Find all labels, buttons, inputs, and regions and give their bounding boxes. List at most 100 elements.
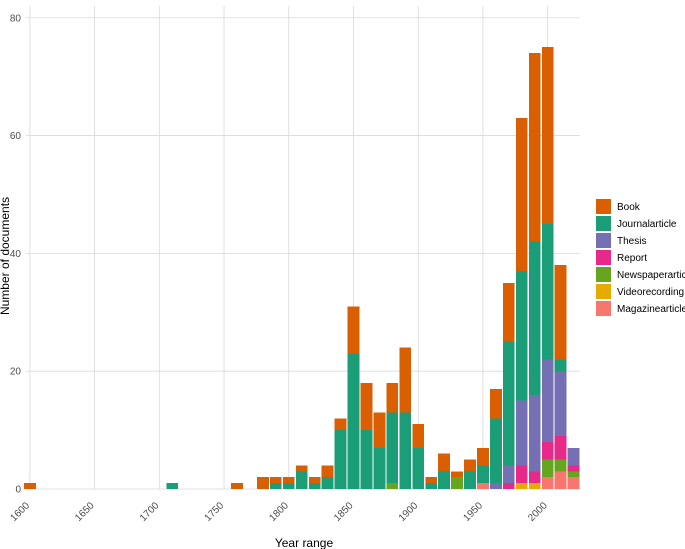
bar-segment-book [528,53,541,242]
axis-layer: 1600 1650 1700 1750 1800 1850 1900 1950 2000 0 20 4… [8,13,550,524]
bar-segment-book [399,347,412,413]
bar-segment-magazinearticle [541,477,554,489]
legend-swatch-journalarticle [596,216,611,231]
bar-segment-book [541,47,554,224]
bar-segment-journalarticle [295,471,308,489]
bar-segment-newspaperarticle [386,483,399,489]
x-tick-label: 1650 [73,500,97,524]
grid-layer [26,6,580,490]
bar-segment-journalarticle [386,412,399,484]
bar-segment-newspaperarticle [567,471,580,478]
bar-segment-newspaperarticle [554,459,567,472]
legend-label: Thesis [617,236,646,247]
bar-segment-book [477,447,489,466]
bar-segment-thesis [489,483,502,489]
x-tick-label: 1600 [8,500,32,524]
bar-segment-book [412,424,425,448]
bar-segment-report [502,483,515,489]
x-tick-label: 1750 [203,500,227,524]
bar-segment-journalarticle [541,223,554,360]
y-tick-label: 60 [10,131,22,142]
bar-segment-magazinearticle [554,471,567,489]
bar-segment-thesis [554,371,567,436]
bar-segment-newspaperarticle [451,477,463,489]
bar-segment-book [438,453,450,472]
bar-segment-journalarticle [334,430,347,489]
y-tick-label: 0 [15,485,21,496]
bar-segment-book [282,477,295,484]
bar-segment-book [425,477,438,484]
x-tick-label: 1800 [267,500,291,524]
x-tick-label: 1900 [397,500,421,524]
bar-segment-magazinearticle [477,483,489,489]
x-tick-label: 1700 [138,500,162,524]
bar-segment-journalarticle [308,483,321,489]
legend-swatch-newspaperarticle [596,267,611,282]
bar-segment-book [464,459,476,472]
bar-segment-thesis [502,465,515,484]
bar-segment-book [554,265,567,360]
bar-segment-report [541,441,554,460]
bar-segment-thesis [541,359,554,442]
legend-label: Report [617,253,647,264]
bar-segment-report [567,465,580,472]
y-tick-label: 80 [10,13,22,24]
legend-swatch-thesis [596,233,611,248]
legend-swatch-book [596,199,611,214]
y-tick-label: 40 [10,249,22,260]
bar-segment-journalarticle [282,483,295,489]
bar-segment-book [308,477,321,484]
bar-segment-book [386,382,399,413]
bar-segment-book [502,282,515,342]
legend-label: Journalarticle [617,219,677,230]
bar-segment-book [515,117,528,272]
bar-segment-book [360,382,373,431]
bar-segment-thesis [567,447,580,466]
x-tick-label: 1850 [332,500,356,524]
legend: Book Journalarticle Thesis Report Newspapera… [596,199,685,316]
bar-segment-book [23,483,36,489]
bar-segment-book [334,418,347,431]
bar-segment-book [269,477,282,484]
bar-segment-videorecording [515,483,528,489]
bar-segment-journalarticle [464,471,476,489]
bar-segment-journalarticle [528,241,541,395]
bar-segment-journalarticle [477,465,489,484]
bar-segment-report [528,471,541,484]
bar-segment-journalarticle [425,483,438,489]
legend-label: Book [617,202,641,213]
x-tick-label: 1950 [462,500,486,524]
bar-segment-thesis [515,400,528,466]
bar-segment-journalarticle [321,477,334,489]
bar-segment-book [489,388,502,419]
bar-segment-journalarticle [502,341,515,466]
legend-swatch-report [596,250,611,265]
bar-segment-journalarticle [489,418,502,484]
bar-segment-book [451,471,463,478]
bar-segment-book [373,412,386,448]
bar-segment-journalarticle [360,430,373,489]
y-tick-label: 20 [10,367,22,378]
bar-segment-book [295,465,308,472]
bar-segment-videorecording [528,483,541,489]
bar-segment-newspaperarticle [541,459,554,478]
bar-segment-thesis [528,394,541,472]
bar-segment-report [515,465,528,484]
bar-segment-book [347,306,360,354]
y-axis-title: Number of documents [0,197,12,315]
bar-segment-book [231,483,243,489]
legend-label: Magazinearticle [617,304,685,315]
bar-segment-journalarticle [554,359,567,372]
bar-segment-journalarticle [399,412,412,489]
bar-segment-journalarticle [166,483,179,489]
bar-segment-journalarticle [515,271,528,401]
bars-layer [23,47,580,489]
legend-swatch-magazinearticle [596,301,611,316]
legend-label: Videorecording [617,287,684,298]
bar-segment-book [321,465,334,478]
legend-label: Newspaperarticle [617,270,685,281]
x-tick-label: 2000 [526,500,550,524]
bar-segment-report [554,435,567,460]
